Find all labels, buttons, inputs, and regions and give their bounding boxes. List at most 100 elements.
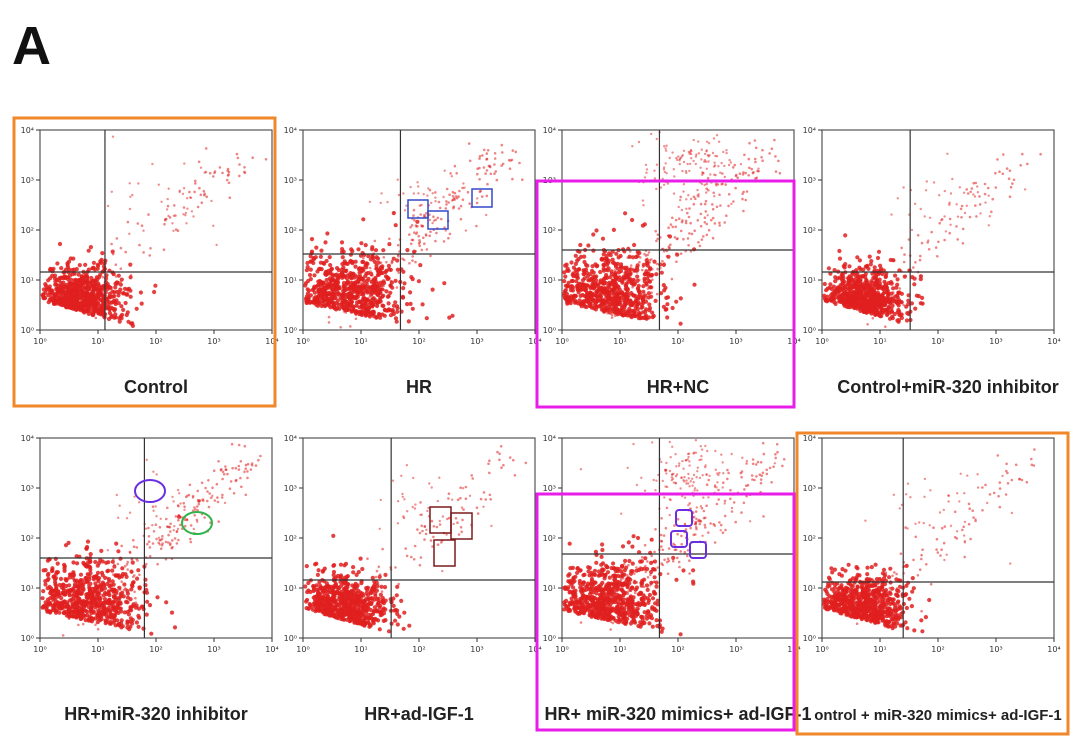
cell-dot <box>114 275 118 278</box>
cell-dot <box>315 572 320 578</box>
cell-dot <box>74 267 79 272</box>
cell-dot <box>380 303 385 308</box>
cell-dot <box>395 611 400 617</box>
cell-dot <box>987 224 990 227</box>
cell-dot <box>59 596 64 601</box>
cell-dot <box>216 496 219 499</box>
cell-dot <box>117 516 120 519</box>
cell-dot <box>961 227 965 231</box>
cell-dot <box>655 262 659 266</box>
cell-dot <box>678 159 681 162</box>
cell-dot <box>384 268 389 273</box>
cell-dot <box>377 300 380 303</box>
cell-dot <box>719 171 722 174</box>
cell-dot <box>173 204 176 207</box>
cell-dot <box>587 278 592 283</box>
cell-dot <box>436 216 440 220</box>
cell-dot <box>675 252 678 255</box>
cell-dot <box>217 520 220 523</box>
cell-dot <box>77 588 80 592</box>
cell-dot <box>594 228 599 233</box>
cell-dot <box>832 300 837 305</box>
cell-dot <box>179 516 183 519</box>
cell-dot <box>466 190 470 194</box>
cell-dot <box>144 527 148 530</box>
cell-dot <box>1023 188 1027 191</box>
cell-dot <box>770 147 774 150</box>
cell-dot <box>126 220 130 224</box>
cell-dot <box>366 270 371 276</box>
cell-dot <box>61 582 66 587</box>
cell-dot <box>100 615 103 618</box>
cell-dot <box>93 282 97 286</box>
cell-dot <box>205 195 208 198</box>
cell-dot <box>152 530 156 533</box>
cell-dot <box>395 286 399 289</box>
cell-dot <box>635 271 639 274</box>
y-tick-label: 10⁰ <box>21 326 34 335</box>
cell-dot <box>59 292 64 297</box>
cell-dot <box>95 570 101 576</box>
cell-dot <box>85 283 88 286</box>
cell-dot <box>643 176 647 179</box>
cell-dot <box>395 267 400 272</box>
cell-dot <box>451 194 455 198</box>
cell-dot <box>134 601 138 604</box>
cell-dot <box>351 295 355 298</box>
cell-dot <box>359 300 362 303</box>
cell-dot <box>341 280 347 286</box>
cell-dot <box>340 275 345 280</box>
cell-dot <box>202 499 205 502</box>
cell-dot <box>672 168 675 171</box>
x-tick-label: 10¹ <box>91 645 104 654</box>
y-tick-label: 10⁴ <box>284 126 297 135</box>
cell-dot <box>136 222 140 225</box>
cell-dot <box>684 219 688 223</box>
cell-dot <box>843 262 848 267</box>
cell-dot <box>323 240 328 245</box>
cell-dot <box>251 156 254 159</box>
cell-dot <box>448 193 451 196</box>
cell-dot <box>902 260 906 264</box>
x-tick-label: 10³ <box>729 337 742 346</box>
cell-dot <box>687 215 691 219</box>
cell-dot <box>178 189 181 192</box>
cell-dot <box>937 240 940 244</box>
cell-dot <box>638 260 641 264</box>
cell-dot <box>371 277 375 281</box>
cell-dot <box>635 250 640 255</box>
cell-dot <box>365 278 370 283</box>
cell-dot <box>712 191 715 195</box>
cell-dot <box>353 264 358 269</box>
cell-dot <box>650 315 655 320</box>
cell-dot <box>968 215 972 219</box>
cell-dot <box>898 287 902 290</box>
cell-dot <box>656 233 660 236</box>
cell-dot <box>62 607 65 611</box>
cell-dot <box>696 188 699 192</box>
cell-dot <box>188 190 191 194</box>
cell-dot <box>330 292 335 297</box>
cell-dot <box>867 254 872 259</box>
cell-dot <box>692 159 695 163</box>
cell-dot <box>316 299 321 304</box>
cell-dot <box>119 280 122 284</box>
cell-dot <box>518 161 521 165</box>
cell-dot <box>621 313 626 318</box>
cell-dot <box>930 230 933 234</box>
cell-dot <box>618 253 623 259</box>
cell-dot <box>103 290 108 295</box>
cell-dot <box>659 186 663 189</box>
cell-dot <box>959 207 963 211</box>
cell-dot <box>132 538 135 542</box>
cell-dot <box>106 549 110 552</box>
cell-dot <box>598 293 603 298</box>
cell-dot <box>856 288 861 293</box>
cell-dot <box>741 197 744 201</box>
cell-dot <box>719 204 722 207</box>
cell-dot <box>444 207 448 210</box>
cell-dot <box>148 555 152 558</box>
cell-dot <box>114 298 119 303</box>
cell-dot <box>727 204 730 208</box>
